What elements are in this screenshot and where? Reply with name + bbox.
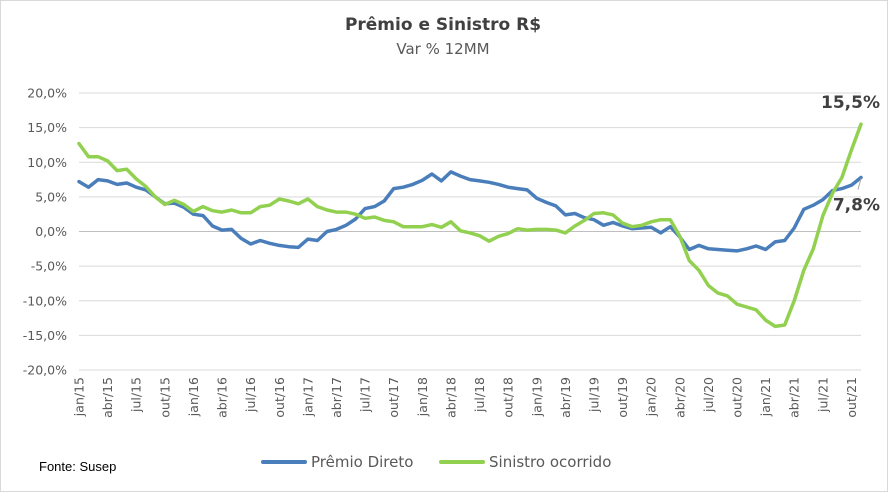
x-tick-label: jan/15 [72, 377, 87, 417]
x-tick-label: out/16 [272, 377, 287, 418]
x-tick-label: abr/19 [558, 377, 573, 418]
annotation-label: 15,5% [821, 93, 880, 113]
y-axis-ticks: -20,0% -15,0% -10,0% -5,0% 0,0% 5,0% 10,0% 15,0… [23, 86, 67, 378]
y-tick-label: -20,0% [23, 363, 67, 378]
series-lines [79, 124, 861, 326]
x-tick-label: jul/17 [358, 377, 373, 413]
x-tick-label: abr/20 [672, 377, 687, 418]
y-tick-label: 20,0% [27, 86, 67, 101]
x-tick-label: jul/20 [701, 377, 716, 413]
x-tick-label: abr/21 [787, 377, 802, 418]
x-tick-label: abr/18 [443, 377, 458, 418]
chart-title: Prêmio e Sinistro R$ [345, 15, 541, 35]
chart-frame: Prêmio e Sinistro R$ Var % 12MM -20,0% -1… [0, 0, 888, 492]
y-tick-label: 5,0% [35, 189, 67, 204]
x-tick-label: jan/19 [529, 377, 544, 417]
y-tick-label: 15,0% [27, 120, 67, 135]
x-tick-label: out/18 [501, 377, 516, 418]
legend-label-premio: Prêmio Direto [311, 453, 413, 471]
x-tick-label: out/21 [844, 377, 859, 418]
y-tick-label: -15,0% [23, 328, 67, 343]
y-tick-label: -5,0% [31, 259, 67, 274]
y-tick-label: 10,0% [27, 155, 67, 170]
x-tick-label: jan/21 [758, 377, 773, 417]
y-tick-label: 0,0% [35, 224, 67, 239]
chart-subtitle: Var % 12MM [396, 40, 489, 58]
x-tick-label: jul/19 [586, 377, 601, 413]
x-tick-label: jan/20 [644, 377, 659, 417]
x-tick-label: out/19 [615, 377, 630, 418]
line-chart: Prêmio e Sinistro R$ Var % 12MM -20,0% -1… [1, 1, 887, 491]
x-tick-label: out/20 [730, 377, 745, 418]
x-tick-label: jan/16 [186, 377, 201, 417]
annotation-label: 7,8% [833, 195, 880, 215]
x-tick-label: abr/16 [215, 377, 230, 418]
x-axis-ticks: jan/15 abr/15 jul/15 out/15 jan/16 abr/16 jul/… [72, 377, 859, 418]
source-note: Fonte: Susep [39, 459, 116, 474]
x-tick-label: jul/15 [129, 377, 144, 413]
series-line-sinistro-ocorrido [79, 124, 861, 326]
x-tick-label: abr/17 [329, 377, 344, 418]
x-tick-label: jul/18 [472, 377, 487, 413]
legend: Prêmio Direto Sinistro ocorrido [263, 453, 611, 471]
x-tick-label: out/17 [386, 377, 401, 418]
legend-label-sinistro: Sinistro ocorrido [489, 453, 611, 471]
y-tick-label: -10,0% [23, 293, 67, 308]
x-tick-label: jul/16 [243, 377, 258, 413]
x-tick-label: jan/17 [300, 377, 315, 417]
x-tick-label: out/15 [157, 377, 172, 418]
x-tick-label: jan/18 [415, 377, 430, 417]
x-tick-label: abr/15 [100, 377, 115, 418]
x-tick-label: jul/21 [815, 377, 830, 413]
